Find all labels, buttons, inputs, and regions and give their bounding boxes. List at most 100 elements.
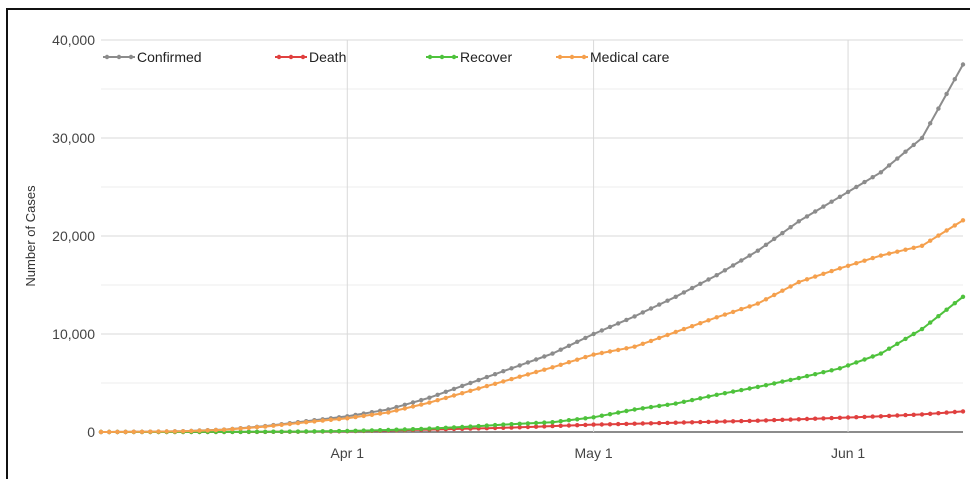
- data-point: [730, 309, 736, 315]
- data-point: [747, 253, 752, 258]
- data-point: [632, 314, 637, 319]
- data-point: [657, 420, 662, 426]
- data-point: [156, 429, 161, 434]
- data-point: [369, 428, 375, 433]
- series-medical-care: [98, 218, 966, 435]
- data-point: [911, 142, 916, 148]
- data-point: [246, 429, 251, 434]
- data-point: [468, 380, 473, 386]
- data-point: [722, 312, 728, 317]
- data-point: [862, 357, 867, 362]
- data-point: [763, 297, 769, 302]
- data-point: [607, 324, 613, 330]
- legend-swatch-point: [288, 54, 294, 60]
- data-point: [837, 194, 843, 199]
- legend-swatch-point: [581, 54, 587, 60]
- data-point: [845, 415, 851, 420]
- series-line: [101, 219, 964, 433]
- data-point: [878, 414, 884, 419]
- data-point: [484, 423, 489, 428]
- legend-item[interactable]: Confirmed: [103, 49, 202, 65]
- data-point: [698, 281, 703, 286]
- data-point: [509, 376, 514, 382]
- data-point: [813, 209, 818, 214]
- data-point: [624, 346, 629, 351]
- data-point: [854, 184, 859, 190]
- data-point: [476, 423, 481, 429]
- data-point: [566, 360, 572, 365]
- data-point: [599, 413, 604, 418]
- legend-item[interactable]: Medical care: [556, 49, 670, 65]
- data-point: [665, 298, 670, 303]
- data-point: [254, 425, 260, 430]
- data-point: [854, 261, 859, 266]
- y-tick-label: 0: [87, 424, 95, 440]
- data-point: [550, 365, 555, 370]
- data-point: [583, 354, 588, 360]
- data-point: [566, 418, 572, 423]
- legend-swatch-point: [557, 54, 563, 60]
- data-point: [304, 429, 309, 434]
- y-tick-label: 10,000: [52, 326, 95, 342]
- data-point: [657, 403, 662, 409]
- data-point: [755, 384, 760, 390]
- data-point: [353, 428, 358, 433]
- data-point: [575, 423, 580, 428]
- data-point: [98, 429, 104, 435]
- data-point: [648, 306, 654, 311]
- legend: Confirmed Death Recover Medical care: [103, 49, 670, 65]
- data-point: [722, 419, 728, 424]
- data-point: [936, 233, 941, 238]
- data-point: [509, 366, 514, 371]
- legend-label: Recover: [460, 49, 512, 65]
- data-point: [575, 357, 580, 362]
- data-point: [525, 421, 531, 426]
- data-point: [254, 429, 260, 434]
- data-point: [509, 425, 514, 430]
- data-point: [501, 369, 506, 374]
- data-point: [591, 415, 596, 420]
- data-point: [886, 163, 892, 168]
- legend-item[interactable]: Death: [275, 49, 346, 65]
- data-point: [706, 394, 711, 399]
- data-point: [402, 427, 407, 432]
- data-point: [468, 388, 473, 393]
- data-point: [714, 419, 719, 424]
- data-point: [304, 420, 309, 425]
- legend-item[interactable]: Recover: [426, 49, 512, 65]
- y-tick-label: 30,000: [52, 130, 95, 146]
- data-point: [123, 429, 128, 435]
- data-point: [213, 427, 219, 433]
- data-point: [919, 412, 925, 417]
- data-point: [804, 214, 810, 219]
- data-point: [648, 338, 654, 344]
- data-point: [279, 422, 284, 427]
- data-point: [788, 377, 793, 383]
- data-point: [460, 424, 465, 430]
- data-point: [468, 424, 473, 429]
- legend-swatch-point: [300, 54, 306, 60]
- data-point: [837, 415, 843, 420]
- data-point: [542, 420, 547, 425]
- data-point: [845, 263, 851, 268]
- data-point: [730, 389, 736, 394]
- data-point: [427, 400, 432, 405]
- data-point: [689, 285, 695, 291]
- series-line: [101, 64, 964, 433]
- data-point: [952, 409, 957, 415]
- data-point: [772, 236, 777, 242]
- data-point: [681, 326, 687, 332]
- data-point: [451, 393, 457, 398]
- data-point: [164, 429, 169, 434]
- data-point: [197, 428, 202, 433]
- data-point: [451, 425, 457, 430]
- data-point: [788, 284, 793, 289]
- data-point: [230, 426, 235, 432]
- data-point: [772, 381, 777, 386]
- data-point: [509, 422, 514, 427]
- data-point: [657, 335, 662, 341]
- data-point: [648, 404, 654, 410]
- data-point: [394, 404, 399, 410]
- data-point: [862, 258, 867, 263]
